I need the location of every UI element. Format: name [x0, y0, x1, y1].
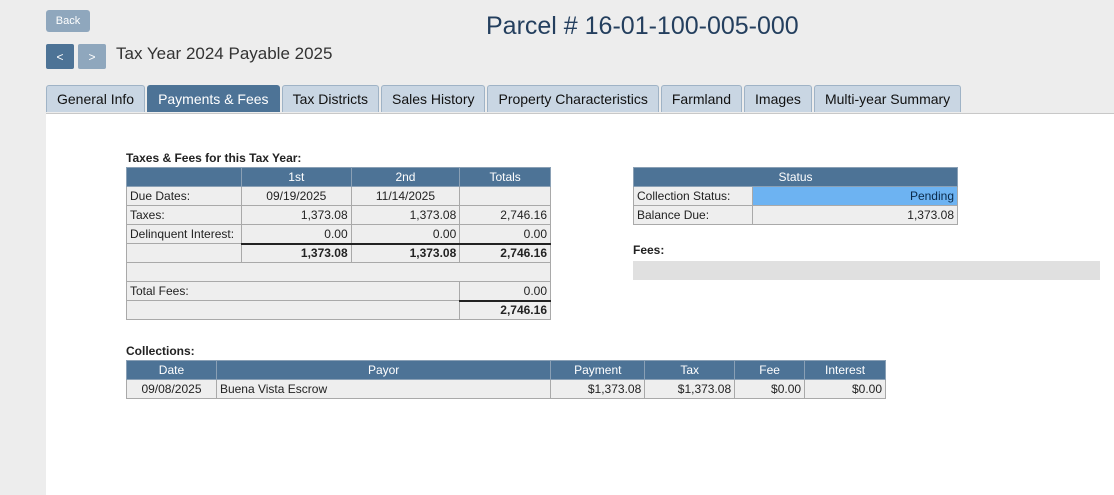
- status-header-row: Status: [633, 167, 958, 187]
- due-dates-row: Due Dates: 09/19/2025 11/14/2025: [126, 186, 551, 206]
- subtotal-second: 1,373.08: [350, 242, 461, 263]
- grand-total-row: 2,746.16: [125, 299, 551, 320]
- spacer-cell: [126, 262, 551, 282]
- header-second: 2nd: [350, 167, 461, 187]
- collections-section-label: Collections:: [126, 344, 195, 358]
- header-first: 1st: [240, 167, 352, 187]
- delinquent-interest-row: Delinquent Interest: 0.00 0.00 0.00: [126, 224, 551, 244]
- fees-section-label: Fees:: [633, 243, 665, 257]
- taxes-first: 1,373.08: [240, 205, 352, 225]
- collections-table: Date Payor Payment Tax Fee Interest 09/0…: [126, 360, 886, 399]
- subtotal-label: [126, 243, 242, 263]
- tab-property-characteristics[interactable]: Property Characteristics: [487, 85, 659, 112]
- tax-year-label: Tax Year 2024 Payable 2025: [116, 44, 333, 63]
- tab-sales-history[interactable]: Sales History: [381, 85, 486, 112]
- collection-interest: $0.00: [804, 379, 886, 399]
- taxes-row: Taxes: 1,373.08 1,373.08 2,746.16: [126, 205, 551, 225]
- header-payment: Payment: [550, 360, 646, 380]
- next-year-button[interactable]: >: [78, 44, 106, 69]
- collection-tax: $1,373.08: [644, 379, 736, 399]
- taxes-fees-section-label: Taxes & Fees for this Tax Year:: [126, 151, 302, 165]
- balance-due-label: Balance Due:: [633, 205, 753, 225]
- taxes-label: Taxes:: [126, 205, 242, 225]
- page-title: Parcel # 16-01-100-005-000: [486, 12, 799, 40]
- tab-multi-year-summary[interactable]: Multi-year Summary: [813, 85, 962, 112]
- tab-farmland[interactable]: Farmland: [660, 85, 743, 112]
- collections-header-row: Date Payor Payment Tax Fee Interest: [126, 360, 886, 380]
- grand-total-label: [125, 300, 461, 320]
- back-button[interactable]: Back: [46, 10, 90, 32]
- collection-status-row: Collection Status: Pending: [633, 186, 959, 206]
- collection-status-value: Pending: [751, 186, 959, 206]
- header-payor: Payor: [215, 360, 552, 380]
- collection-fee: $0.00: [734, 379, 806, 399]
- fees-empty-bar: [633, 261, 1100, 280]
- delinquent-second: 0.00: [350, 224, 461, 244]
- collection-date: 09/08/2025: [126, 379, 217, 399]
- total-fees-row: Total Fees: 0.00: [125, 281, 551, 301]
- delinquent-label: Delinquent Interest:: [126, 224, 242, 244]
- due-dates-label: Due Dates:: [126, 186, 242, 206]
- payments-fees-panel: Taxes & Fees for this Tax Year: 1st 2nd …: [46, 113, 1114, 495]
- header-tax: Tax: [644, 360, 736, 380]
- total-fees-label: Total Fees:: [125, 281, 461, 301]
- total-fees-value: 0.00: [459, 281, 551, 301]
- collection-status-label: Collection Status:: [633, 186, 753, 206]
- delinquent-total: 0.00: [459, 224, 551, 244]
- balance-due-row: Balance Due: 1,373.08: [633, 205, 959, 225]
- taxes-fees-header-row: 1st 2nd Totals: [126, 167, 551, 187]
- taxes-total: 2,746.16: [459, 205, 551, 225]
- header-totals: Totals: [459, 167, 551, 187]
- tab-payments-fees[interactable]: Payments & Fees: [147, 85, 280, 112]
- grand-total-value: 2,746.16: [459, 299, 551, 320]
- delinquent-first: 0.00: [240, 224, 352, 244]
- header-fee: Fee: [734, 360, 806, 380]
- header-date: Date: [126, 360, 217, 380]
- header-interest: Interest: [804, 360, 886, 380]
- table-row: 09/08/2025 Buena Vista Escrow $1,373.08 …: [126, 379, 886, 399]
- status-header: Status: [633, 167, 958, 187]
- previous-year-button[interactable]: <: [46, 44, 74, 69]
- subtotal-total: 2,746.16: [459, 242, 551, 263]
- subtotal-first: 1,373.08: [240, 242, 352, 263]
- taxes-second: 1,373.08: [350, 205, 461, 225]
- subtotal-row: 1,373.08 1,373.08 2,746.16: [126, 242, 551, 263]
- status-table: Status Collection Status: Pending Balanc…: [633, 167, 959, 225]
- tab-bar: General Info Payments & Fees Tax Distric…: [46, 85, 963, 113]
- due-date-second: 11/14/2025: [350, 186, 461, 206]
- tab-general-info[interactable]: General Info: [46, 85, 146, 112]
- collection-payment: $1,373.08: [550, 379, 646, 399]
- collection-payor: Buena Vista Escrow: [215, 379, 552, 399]
- spacer-row: [126, 262, 551, 282]
- tab-images[interactable]: Images: [744, 85, 812, 112]
- tab-tax-districts[interactable]: Tax Districts: [281, 85, 380, 112]
- balance-due-value: 1,373.08: [751, 205, 959, 225]
- due-date-total: [459, 186, 551, 206]
- taxes-fees-table: 1st 2nd Totals Due Dates: 09/19/2025 11/…: [125, 167, 551, 320]
- due-date-first: 09/19/2025: [240, 186, 352, 206]
- header-blank: [126, 167, 242, 187]
